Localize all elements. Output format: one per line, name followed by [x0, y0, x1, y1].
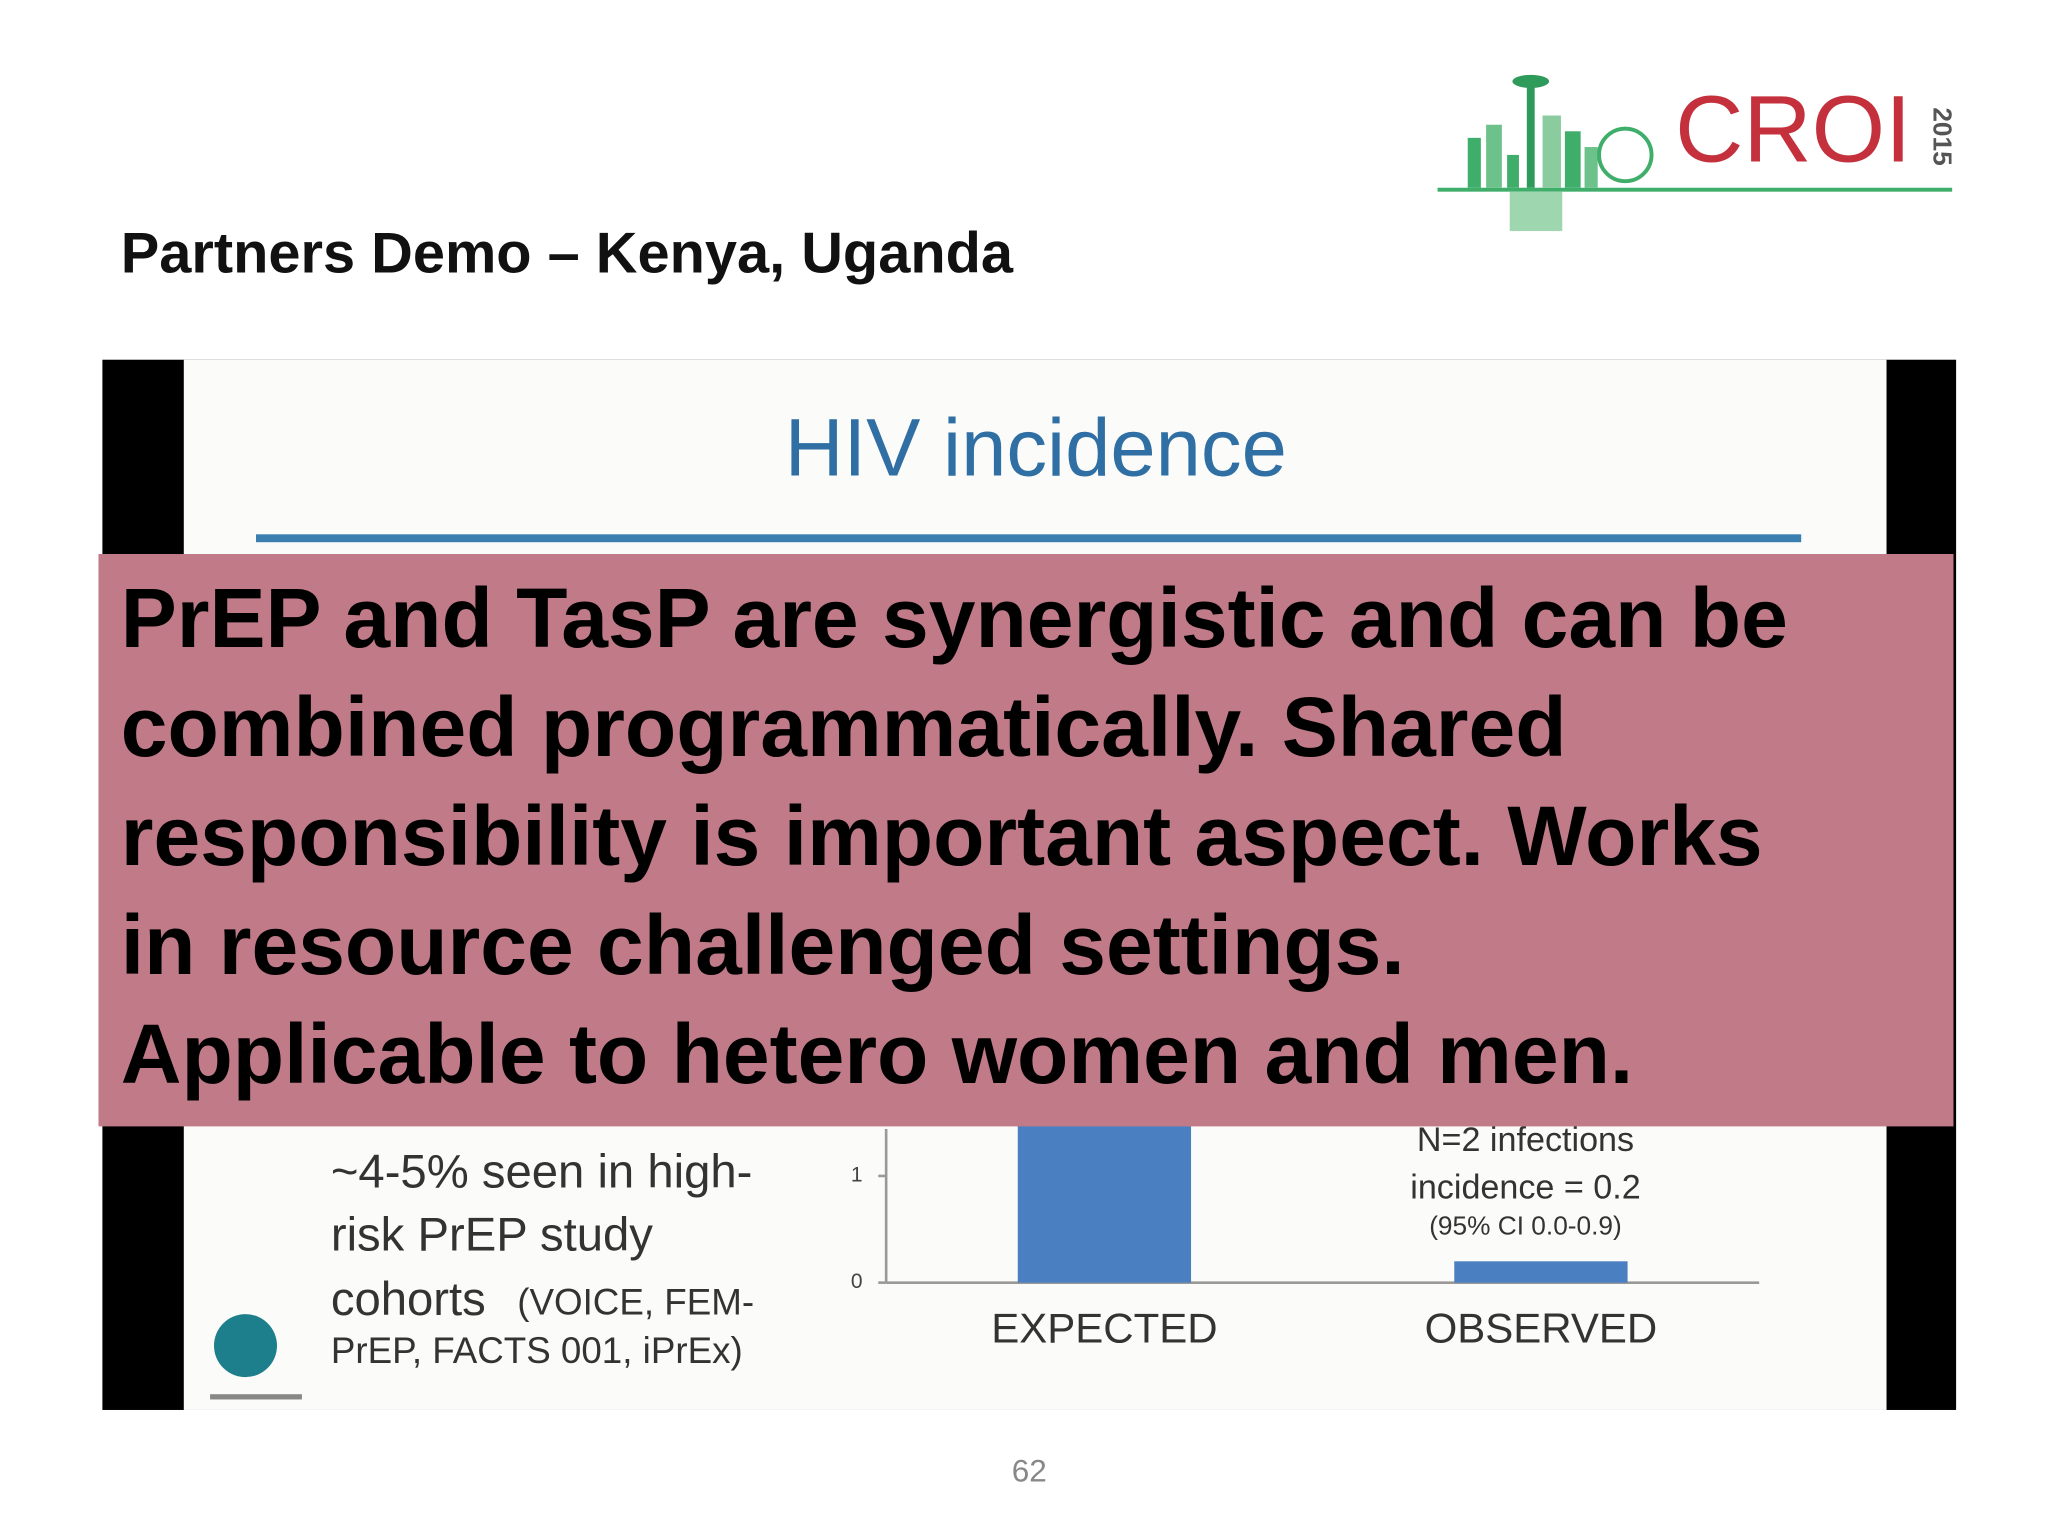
y-tick-label: 0 [851, 1270, 863, 1293]
university-logo-caption [210, 1394, 302, 1400]
left-text: ~4-5% seen in high- risk PrEP study coho… [331, 1145, 754, 1371]
page-title: Partners Demo – Kenya, Uganda [121, 222, 1014, 286]
callout-line: in resource challenged settings. [121, 898, 1405, 992]
callout-line: PrEP and TasP are synergistic and can be [121, 571, 1788, 665]
university-logo [213, 1314, 278, 1378]
text-note: PrEP, FACTS 001, iPrEx) [331, 1330, 743, 1371]
text-line: ~4-5% seen in high- [331, 1145, 753, 1198]
text-line: cohorts [331, 1273, 486, 1326]
callout-text: PrEP and TasP are synergistic and can be… [121, 571, 1788, 1101]
x-tick-label: OBSERVED [1425, 1304, 1658, 1351]
callout-line: responsibility is important aspect. Work… [121, 789, 1763, 883]
bar [1454, 1261, 1628, 1283]
logo-year: 2015 [1927, 107, 1957, 165]
logo-text: CROI [1675, 77, 1911, 183]
callout-box [98, 554, 1954, 1127]
logo-skyline [1437, 74, 1953, 232]
text-note: (VOICE, FEM- [517, 1282, 754, 1323]
inner-slide-title: HIV incidence [785, 403, 1287, 494]
callout-line: combined programmatically. Shared [121, 680, 1567, 774]
page-number: 62 [1012, 1452, 1047, 1488]
title-rule [256, 534, 1802, 543]
annotation: incidence = 0.2 [1410, 1168, 1641, 1206]
annotation: N=2 infections [1417, 1121, 1634, 1159]
y-tick-label: 1 [851, 1164, 863, 1187]
callout-line: Applicable to hetero women and men. [121, 1007, 1634, 1101]
text-line: risk PrEP study [331, 1208, 653, 1261]
x-tick-label: EXPECTED [991, 1304, 1217, 1351]
annotation: (95% CI 0.0-0.9) [1429, 1210, 1622, 1240]
